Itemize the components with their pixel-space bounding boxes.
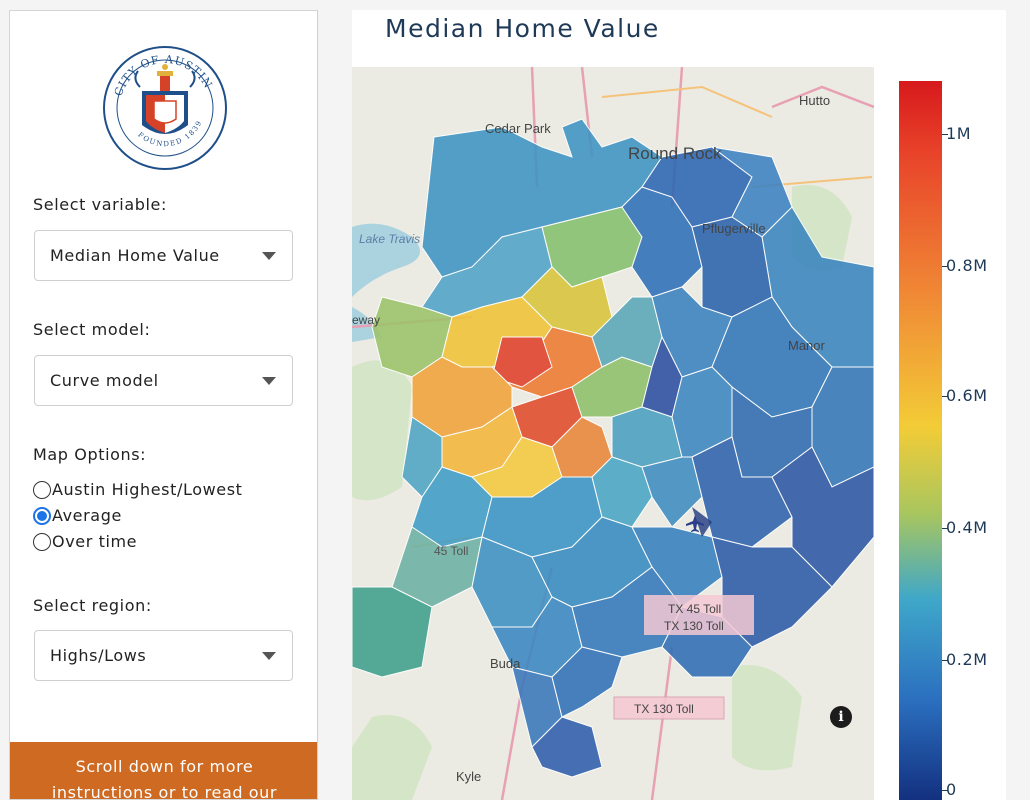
chevron-down-icon [262,652,276,660]
region-dropdown[interactable]: Highs/Lows [34,630,293,681]
map-label-eway: eway [352,313,380,327]
radio-button[interactable] [33,480,51,499]
radio-austin-highest-lowest[interactable]: Austin Highest/Lowest [33,480,243,499]
map-label-lake-travis: Lake Travis [359,232,420,246]
scroll-notice: Scroll down for more instructions or to … [10,742,317,800]
sidebar: CITY OF AUSTIN FOUNDED 1839 Select varia… [9,10,318,800]
colorbar-tick-label: 0.6M [946,386,988,405]
colorbar-tick-label: 0.4M [946,518,988,537]
colorbar-tick-mark [942,660,948,661]
colorbar [899,81,942,800]
colorbar-tick-mark [942,266,948,267]
map-label-tx45-toll: TX 45 Toll [668,602,721,616]
select-variable-label: Select variable: [33,195,167,214]
page-title: Median Home Value [385,14,660,43]
radio-button[interactable] [33,532,51,551]
radio-average[interactable]: Average [33,506,122,525]
map-label-round-rock: Round Rock [628,144,722,163]
colorbar-tick-mark [942,134,948,135]
select-region-label: Select region: [33,596,152,615]
model-dropdown[interactable]: Curve model [34,355,293,406]
radio-button[interactable] [33,506,51,525]
scroll-notice-line1: Scroll down for more [75,757,254,776]
chevron-down-icon [262,252,276,260]
colorbar-tick-mark [942,790,948,791]
city-seal-logo: CITY OF AUSTIN FOUNDED 1839 [103,46,227,170]
map-label-kyle: Kyle [456,769,481,784]
choropleth-map[interactable]: Cedar Park Round Rock Hutto Pflugerville… [352,67,874,800]
chevron-down-icon [262,377,276,385]
model-dropdown-value: Curve model [50,371,159,390]
radio-over-time[interactable]: Over time [33,532,137,551]
colorbar-tick-label: 1M [946,124,972,143]
map-label-tx130-toll-b: TX 130 Toll [634,702,694,716]
radio-label: Austin Highest/Lowest [52,480,243,499]
radio-label: Average [52,506,122,525]
variable-dropdown[interactable]: Median Home Value [34,230,293,281]
map-options-label: Map Options: [33,445,147,464]
colorbar-tick-label: 0 [946,780,957,799]
map-card: Median Home Value [352,10,1006,800]
map-label-manor: Manor [788,338,826,353]
scroll-notice-line2: instructions or to read our [51,783,278,800]
map-label-buda: Buda [490,656,521,671]
map-label-tx130-toll-a: TX 130 Toll [664,619,724,633]
radio-label: Over time [52,532,138,551]
info-icon[interactable]: i [830,706,852,728]
map-label-hutto: Hutto [799,93,830,108]
map-label-pflugerville: Pflugerville [702,221,766,236]
region-dropdown-value: Highs/Lows [50,646,147,665]
colorbar-tick-label: 0.8M [946,256,988,275]
map-label-45-toll: 45 Toll [434,544,468,558]
airport-icon [686,515,704,532]
select-model-label: Select model: [33,320,151,339]
colorbar-tick-label: 0.2M [946,650,988,669]
colorbar-tick-mark [942,528,948,529]
map-label-cedar-park: Cedar Park [485,121,551,136]
colorbar-tick-mark [942,396,948,397]
variable-dropdown-value: Median Home Value [50,246,220,265]
